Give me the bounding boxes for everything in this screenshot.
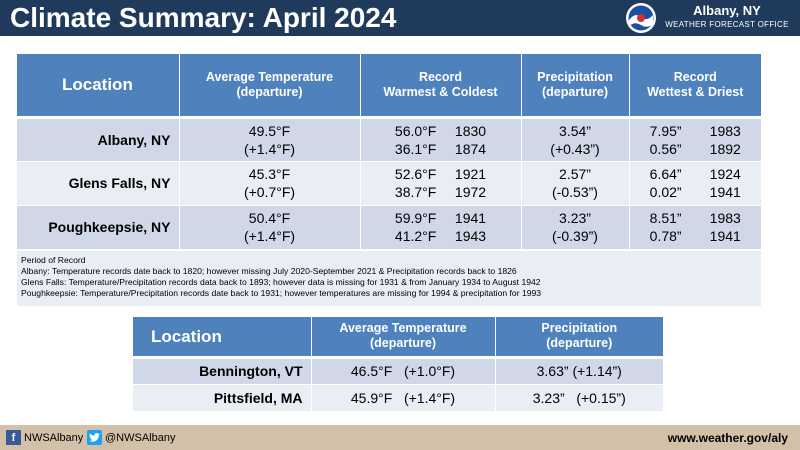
footer-bar: f NWSAlbany @NWSAlbany www.weather.gov/a… [0,425,800,450]
table-row: Albany, NY 49.5°F (+1.4°F) 56.0°F 1830 36.1… [17,117,761,162]
page-title: Climate Summary: April 2024 [10,2,397,33]
facebook-link[interactable]: f NWSAlbany [6,430,83,445]
facebook-icon: f [6,430,21,445]
avg-temp-cell: 46.5°F (+1.0°F) [311,357,496,385]
noaa-nws-logo-icon [626,3,656,33]
table-row: Pittsfield, MA 45.9°F (+1.4°F) 3.23” (+0… [133,384,663,412]
facebook-handle: NWSAlbany [24,431,84,444]
precip-cell: 3.23” (-0.39”) [521,205,630,250]
table-row: Poughkeepsie, NY 50.4°F (+1.4°F) 59.9°F 19… [17,205,761,250]
header-location: Location [17,54,180,119]
office-subtitle: WEATHER FORECAST OFFICE [665,20,789,29]
twitter-link[interactable]: @NWSAlbany [87,430,175,445]
header-record-temp: Record Warmest & Coldest [360,54,522,119]
header-precip: Precipitation (departure) [495,317,663,359]
glens-falls-record-note: Glens Falls: Temperature/Precipitation r… [21,277,541,287]
record-precip-cell: 6.64” 1924 0.02” 1941 [629,161,761,206]
precip-cell: 2.57” (-0.53”) [521,161,630,206]
title-bar: Climate Summary: April 2024 Albany, NY W… [0,0,800,36]
table-row: Bennington, VT 46.5°F (+1.0°F) 3.63” (+1… [133,357,663,385]
record-temp-cell: 56.0°F 1830 36.1°F 1874 [360,117,522,162]
table-row: Glens Falls, NY 45.3°F (+0.7°F) 52.6°F 192… [17,161,761,206]
avg-temp-cell: 45.9°F (+1.4°F) [311,384,496,412]
header-record-precip: Record Wettest & Driest [629,54,761,119]
precip-cell: 3.23” (+0.15”) [495,384,663,412]
header-avg-temp: Average Temperature (departure) [179,54,361,119]
climate-summary-table: Location Average Temperature (departure) … [17,54,761,250]
albany-record-note: Albany: Temperature records date back to… [21,266,517,276]
table-header-row: Location Average Temperature (departure) … [133,317,663,359]
avg-temp-cell: 49.5°F (+1.4°F) [179,117,361,162]
table-header-row: Location Average Temperature (departure) … [17,54,761,119]
header-location: Location [133,317,312,359]
website-link[interactable]: www.weather.gov/aly [667,431,788,445]
twitter-icon [87,430,102,445]
record-precip-cell: 7.95” 1983 0.56” 1892 [629,117,761,162]
precip-cell: 3.63” (+1.14”) [495,357,663,385]
row-location: Poughkeepsie, NY [17,205,180,250]
header-avg-temp: Average Temperature (departure) [311,317,496,359]
row-location: Glens Falls, NY [17,161,180,206]
row-location: Bennington, VT [133,357,312,385]
office-location: Albany, NY [693,3,761,18]
period-of-record-title: Period of Record [21,255,86,265]
avg-temp-cell: 45.3°F (+0.7°F) [179,161,361,206]
avg-temp-cell: 50.4°F (+1.4°F) [179,205,361,250]
row-location: Pittsfield, MA [133,384,312,412]
poughkeepsie-record-note: Poughkeepsie: Temperature/Precipitation … [21,288,542,298]
record-temp-cell: 59.9°F 1941 41.2°F 1943 [360,205,522,250]
row-location: Albany, NY [17,117,180,162]
record-temp-cell: 52.6°F 1921 38.7°F 1972 [360,161,522,206]
period-of-record-note: Period of Record Albany: Temperature rec… [17,251,761,306]
record-precip-cell: 8.51” 1983 0.78” 1941 [629,205,761,250]
header-precip: Precipitation (departure) [521,54,630,119]
secondary-climate-table: Location Average Temperature (departure) … [133,317,663,412]
twitter-handle: @NWSAlbany [105,431,176,444]
precip-cell: 3.54” (+0.43”) [521,117,630,162]
